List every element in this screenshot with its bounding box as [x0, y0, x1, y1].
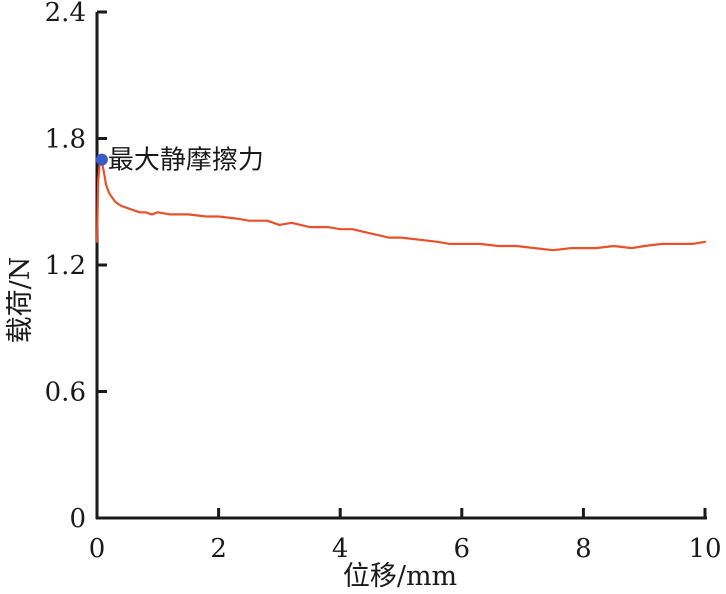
y-axis-label: 载荷/N [5, 257, 36, 344]
x-tick-label: 4 [332, 534, 349, 564]
x-axis: 0 2 4 6 8 10 [89, 508, 722, 564]
annotation-label: 最大静摩擦力 [108, 146, 264, 176]
y-tick-label: 1.2 [45, 251, 86, 281]
x-tick-label: 6 [454, 534, 471, 564]
x-tick-label: 8 [575, 534, 592, 564]
x-axis-label: 位移/mm [343, 561, 457, 592]
x-tick-label: 2 [210, 534, 227, 564]
y-tick-label: 0 [69, 504, 86, 534]
x-tick-label: 10 [688, 534, 721, 564]
x-tick-label: 0 [89, 534, 106, 564]
y-tick-label: 2.4 [45, 0, 86, 28]
y-axis: 0 0.6 1.2 1.8 2.4 [45, 0, 107, 534]
y-tick-label: 1.8 [45, 125, 86, 155]
max-static-friction-marker [95, 153, 108, 166]
series-group [95, 153, 707, 252]
series-line [95, 158, 707, 252]
y-tick-label: 0.6 [45, 378, 86, 408]
